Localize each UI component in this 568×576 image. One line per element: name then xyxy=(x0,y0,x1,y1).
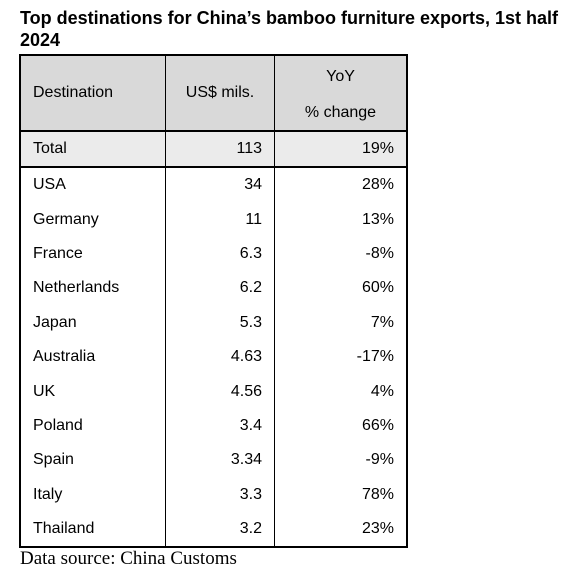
cell-value: 11 xyxy=(165,202,275,237)
cell-destination: Japan xyxy=(19,305,166,340)
table-row: France 6.3 -8% xyxy=(19,236,408,272)
table-row: Japan 5.3 7% xyxy=(19,305,408,340)
table-row: Poland 3.4 66% xyxy=(19,408,408,444)
cell-value: 3.2 xyxy=(165,511,275,548)
cell-destination: Poland xyxy=(19,408,166,444)
cell-value: 3.4 xyxy=(165,408,275,444)
cell-yoy: -17% xyxy=(274,339,408,375)
cell-value: 4.56 xyxy=(165,374,275,409)
cell-destination: Germany xyxy=(19,202,166,237)
cell-yoy: 66% xyxy=(274,408,408,444)
header-yoy-line2: % change xyxy=(304,104,377,121)
cell-destination: Australia xyxy=(19,339,166,375)
total-destination: Total xyxy=(19,131,166,168)
table-row: UK 4.56 4% xyxy=(19,374,408,409)
table-row: USA 34 28% xyxy=(19,167,408,203)
cell-destination: Italy xyxy=(19,477,166,512)
cell-yoy: 23% xyxy=(274,511,408,548)
cell-destination: USA xyxy=(19,167,166,203)
cell-value: 6.2 xyxy=(165,271,275,306)
cell-value: 3.34 xyxy=(165,443,275,478)
cell-yoy: 4% xyxy=(274,374,408,409)
cell-yoy: -9% xyxy=(274,443,408,478)
cell-yoy: 78% xyxy=(274,477,408,512)
table-row: Thailand 3.2 23% xyxy=(19,511,408,548)
table-row: Italy 3.3 78% xyxy=(19,477,408,512)
cell-yoy: 7% xyxy=(274,305,408,340)
header-destination: Destination xyxy=(19,55,166,132)
header-yoy-line1: YoY xyxy=(326,68,355,85)
cell-destination: France xyxy=(19,236,166,272)
total-value: 113 xyxy=(165,131,275,168)
cell-destination: UK xyxy=(19,374,166,409)
cell-value: 34 xyxy=(165,167,275,203)
table-row: Germany 11 13% xyxy=(19,202,408,237)
header-value: US$ mils. xyxy=(165,55,275,132)
header-row: Destination US$ mils. YoY % change xyxy=(19,55,408,132)
cell-value: 5.3 xyxy=(165,305,275,340)
chart-title: Top destinations for China’s bamboo furn… xyxy=(20,8,559,50)
cell-yoy: 28% xyxy=(274,167,408,203)
cell-destination: Thailand xyxy=(19,511,166,548)
data-source: Data source: China Customs xyxy=(20,548,237,569)
cell-value: 3.3 xyxy=(165,477,275,512)
cell-destination: Netherlands xyxy=(19,271,166,306)
exports-table: Destination US$ mils. YoY % change Total… xyxy=(19,54,408,549)
table-row: Australia 4.63 -17% xyxy=(19,339,408,375)
cell-value: 4.63 xyxy=(165,339,275,375)
cell-yoy: -8% xyxy=(274,236,408,272)
table-row: Netherlands 6.2 60% xyxy=(19,271,408,306)
cell-yoy: 13% xyxy=(274,202,408,237)
cell-yoy: 60% xyxy=(274,271,408,306)
header-yoy: YoY % change xyxy=(274,55,408,132)
cell-value: 6.3 xyxy=(165,236,275,272)
table-row: Spain 3.34 -9% xyxy=(19,443,408,478)
total-yoy: 19% xyxy=(274,131,408,168)
total-row: Total 113 19% xyxy=(19,131,408,168)
cell-destination: Spain xyxy=(19,443,166,478)
